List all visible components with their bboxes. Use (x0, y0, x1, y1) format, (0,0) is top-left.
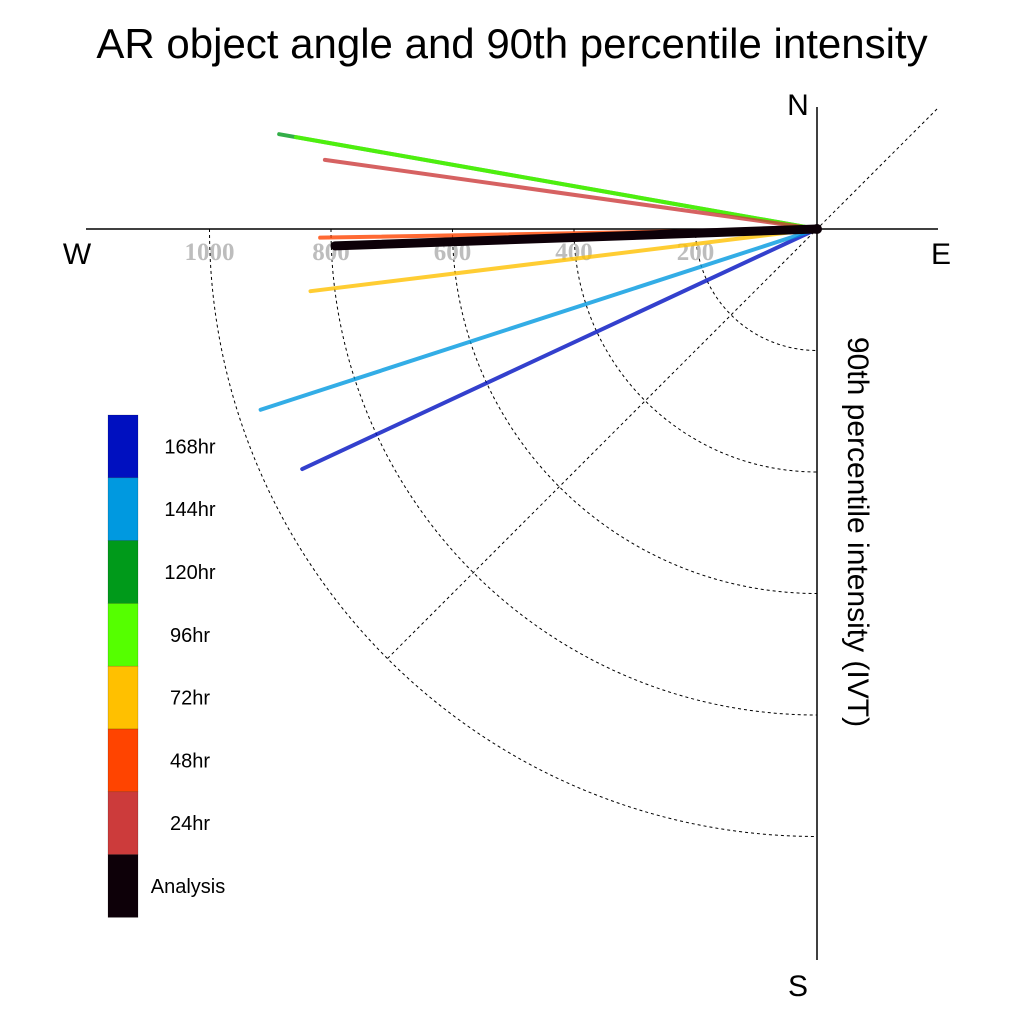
compass-east: E (931, 238, 951, 271)
vector-analysis (330, 224, 822, 251)
radial-grid (209, 108, 938, 837)
legend-label: 24hr (170, 813, 210, 835)
legend-label: 48hr (170, 750, 210, 772)
legend-swatch (107, 854, 139, 918)
legend-swatch (107, 414, 139, 479)
tick-label: 1000 (185, 239, 235, 266)
legend-label: 168hr (164, 436, 215, 458)
legend-label: 120hr (164, 562, 215, 584)
grid-arc-2 (573, 228, 818, 473)
vector-24hr (322, 157, 819, 231)
compass-west: W (63, 238, 92, 271)
legend-label: 144hr (164, 499, 215, 521)
legend: 168hr 144hr 120hr 96hr 72hr 48hr 24hr Analysis (107, 414, 225, 918)
legend-label: 72hr (170, 688, 210, 710)
legend-label: Analysis (151, 876, 225, 898)
legend-swatch (107, 791, 139, 855)
compass-north: N (787, 89, 809, 122)
legend-swatch (107, 540, 139, 604)
vector-144hr (258, 227, 819, 412)
grid-arc-3 (452, 228, 818, 594)
vector-96hr (293, 135, 819, 231)
grid-arc-1 (695, 228, 818, 351)
legend-swatch (107, 728, 139, 793)
grid-arc-5 (209, 228, 818, 837)
vector-lines (258, 132, 822, 472)
legend-swatch (107, 477, 139, 541)
legend-swatch (107, 603, 139, 667)
vector-72hr (308, 227, 819, 294)
chart-title: AR object angle and 90th percentile inte… (96, 20, 927, 67)
grid-arc-4 (330, 228, 818, 716)
vector-168hr (300, 227, 819, 472)
legend-label: 96hr (170, 625, 210, 647)
origin-point (812, 224, 822, 234)
legend-swatch (107, 665, 139, 730)
y-axis-label: 90th percentile intensity (IVT) (841, 337, 874, 727)
compass-south: S (788, 970, 808, 1003)
